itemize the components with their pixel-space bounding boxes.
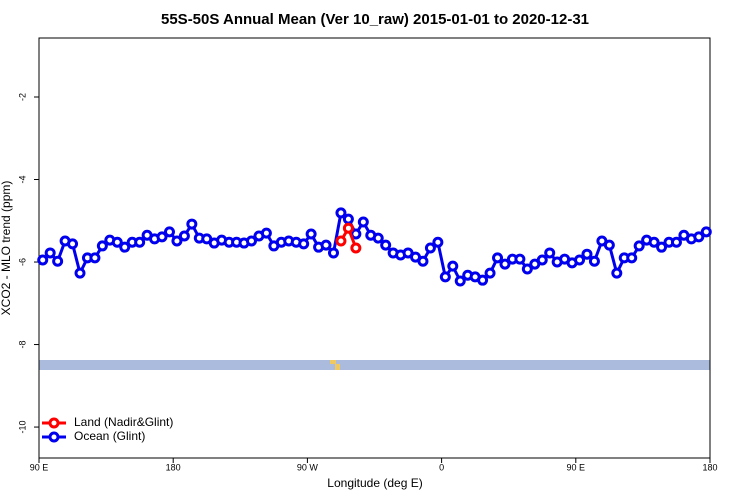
- point: [588, 255, 600, 267]
- y-tick-label: -8: [17, 341, 27, 349]
- y-tick-label: -10: [17, 421, 27, 434]
- x-tick-label: 180: [702, 462, 717, 472]
- plot-frame: [38, 37, 711, 459]
- point: [245, 235, 257, 247]
- point: [417, 255, 429, 267]
- legend-marker: [48, 431, 60, 443]
- x-tick-label: 90 E: [567, 462, 586, 472]
- y-tick-label: -2: [17, 93, 27, 101]
- point: [67, 238, 79, 250]
- point: [305, 228, 317, 240]
- point: [581, 248, 593, 260]
- point: [350, 242, 362, 254]
- point: [670, 236, 682, 248]
- map-land: [330, 360, 336, 364]
- point: [37, 254, 49, 266]
- point: [134, 236, 146, 248]
- point: [432, 236, 444, 248]
- point: [454, 275, 466, 287]
- point: [327, 247, 339, 259]
- point: [171, 235, 183, 247]
- x-tick-label: 90 E: [30, 462, 49, 472]
- point: [633, 240, 645, 252]
- point: [424, 242, 436, 254]
- point: [693, 231, 705, 243]
- point: [536, 254, 548, 266]
- point: [648, 236, 660, 248]
- legend-label: Ocean (Glint): [74, 429, 145, 443]
- point: [514, 253, 526, 265]
- legend-marker: [48, 417, 60, 429]
- x-tick-label: 90 W: [297, 462, 319, 472]
- point: [477, 274, 489, 286]
- point: [44, 247, 56, 259]
- x-tick-label: 180: [166, 462, 181, 472]
- point: [439, 271, 451, 283]
- point: [186, 218, 198, 230]
- point: [492, 252, 504, 264]
- point: [372, 232, 384, 244]
- legend-label: Land (Nadir&Glint): [74, 415, 173, 429]
- point: [163, 226, 175, 238]
- point: [335, 235, 347, 247]
- map-strip: [39, 360, 710, 370]
- point: [342, 222, 354, 234]
- x-axis-label: Longitude (deg E): [327, 476, 422, 490]
- point: [603, 239, 615, 251]
- point: [320, 239, 332, 251]
- point: [700, 226, 712, 238]
- map-land: [335, 364, 340, 370]
- point: [656, 241, 668, 253]
- point: [447, 260, 459, 272]
- point: [119, 241, 131, 253]
- point: [96, 240, 108, 252]
- y-axis-label: XCO2 - MLO trend (ppm): [0, 181, 13, 316]
- point: [574, 254, 586, 266]
- point: [544, 247, 556, 259]
- point: [499, 258, 511, 270]
- x-tick-label: 0: [439, 462, 444, 472]
- point: [111, 236, 123, 248]
- point: [611, 267, 623, 279]
- point: [89, 252, 101, 264]
- point: [342, 213, 354, 225]
- point: [74, 267, 86, 279]
- point: [335, 207, 347, 219]
- point: [52, 255, 64, 267]
- chart-title: 55S-50S Annual Mean (Ver 10_raw) 2015-01…: [161, 11, 589, 28]
- y-tick-label: -6: [17, 258, 27, 266]
- point: [156, 231, 168, 243]
- point: [484, 267, 496, 279]
- point: [380, 239, 392, 251]
- point: [521, 263, 533, 275]
- point: [298, 238, 310, 250]
- point: [178, 230, 190, 242]
- y-tick-label: -4: [17, 176, 27, 184]
- point: [626, 252, 638, 264]
- point: [357, 216, 369, 228]
- point: [260, 227, 272, 239]
